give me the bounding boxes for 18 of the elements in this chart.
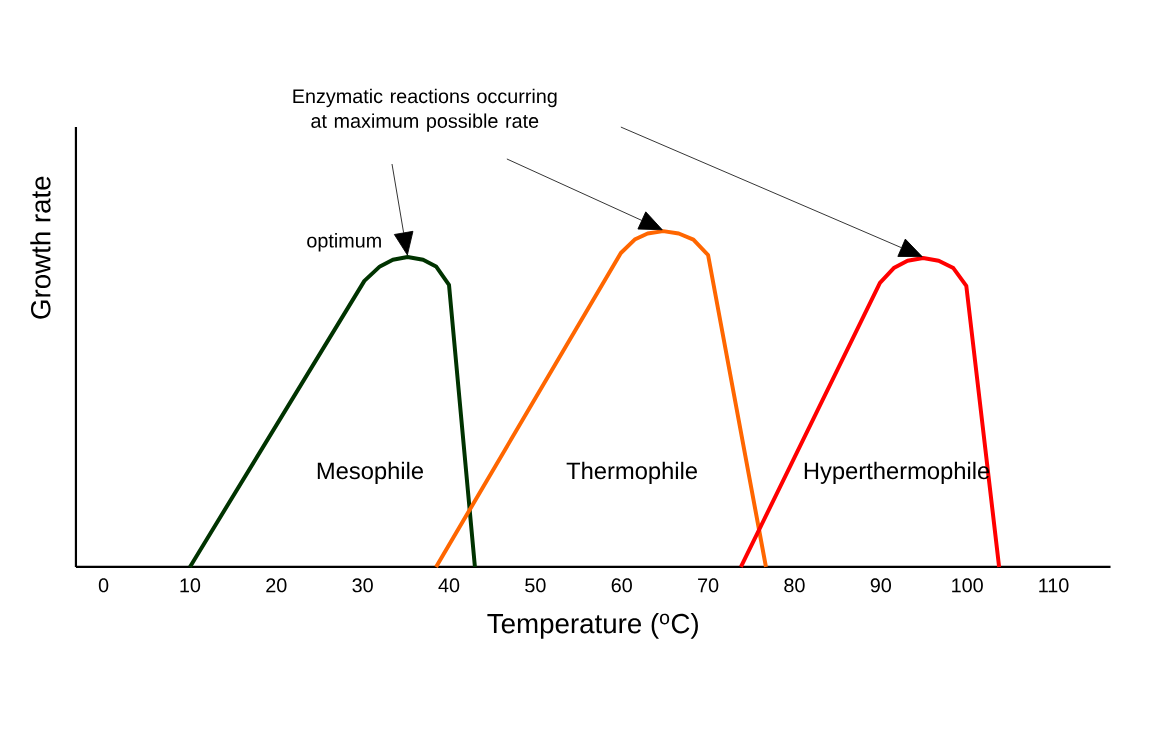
series-label: Mesophile xyxy=(317,462,424,485)
y-axis-title: Growth rate xyxy=(30,176,51,319)
x-tick-label: 10 xyxy=(180,578,201,593)
x-tick-label: 70 xyxy=(698,578,719,593)
x-tick-label: 50 xyxy=(525,578,546,593)
x-tick-label: 40 xyxy=(438,578,460,593)
x-tick-label: 0 xyxy=(98,578,109,593)
text: Enzymatic reactions occurring at maximum possible rate xyxy=(293,88,557,133)
x-tick-label: 60 xyxy=(611,578,632,593)
x-tick-label: 110 xyxy=(1039,578,1069,593)
annotation: optimum xyxy=(307,233,381,252)
x-tick-label: 80 xyxy=(784,578,805,593)
x-tick-label: 30 xyxy=(352,578,373,593)
x-tick-label: 100 xyxy=(952,578,983,593)
text: Thermophile xyxy=(566,462,697,485)
x-tick-label: 90 xyxy=(870,578,892,593)
x-tick-label: 20 xyxy=(266,578,287,593)
x-axis-title: Temperature ($^{o}$C) xyxy=(487,613,698,640)
